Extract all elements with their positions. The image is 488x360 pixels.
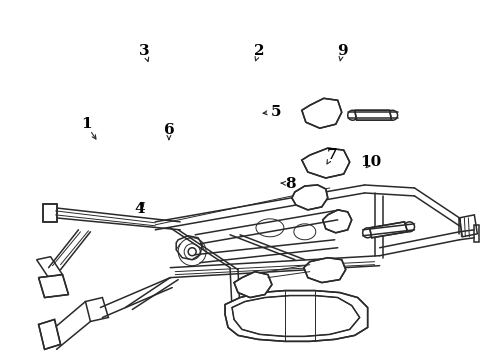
- Text: 5: 5: [270, 105, 281, 119]
- Text: 10: 10: [360, 155, 381, 169]
- Text: 1: 1: [81, 117, 91, 131]
- Polygon shape: [39, 275, 68, 298]
- Polygon shape: [322, 210, 351, 233]
- Text: 2: 2: [253, 44, 264, 58]
- Text: 9: 9: [336, 44, 346, 58]
- Polygon shape: [232, 296, 359, 336]
- Text: 4: 4: [134, 202, 144, 216]
- Text: 8: 8: [285, 177, 296, 190]
- Polygon shape: [301, 148, 349, 178]
- Polygon shape: [369, 222, 407, 238]
- Polygon shape: [42, 204, 57, 222]
- Polygon shape: [39, 319, 61, 349]
- Polygon shape: [303, 258, 345, 283]
- Text: 7: 7: [326, 148, 337, 162]
- Polygon shape: [224, 291, 367, 341]
- Text: 6: 6: [163, 123, 174, 137]
- Polygon shape: [234, 272, 271, 298]
- Text: 3: 3: [139, 44, 149, 58]
- Polygon shape: [291, 185, 327, 210]
- Polygon shape: [301, 98, 341, 128]
- Polygon shape: [354, 110, 391, 120]
